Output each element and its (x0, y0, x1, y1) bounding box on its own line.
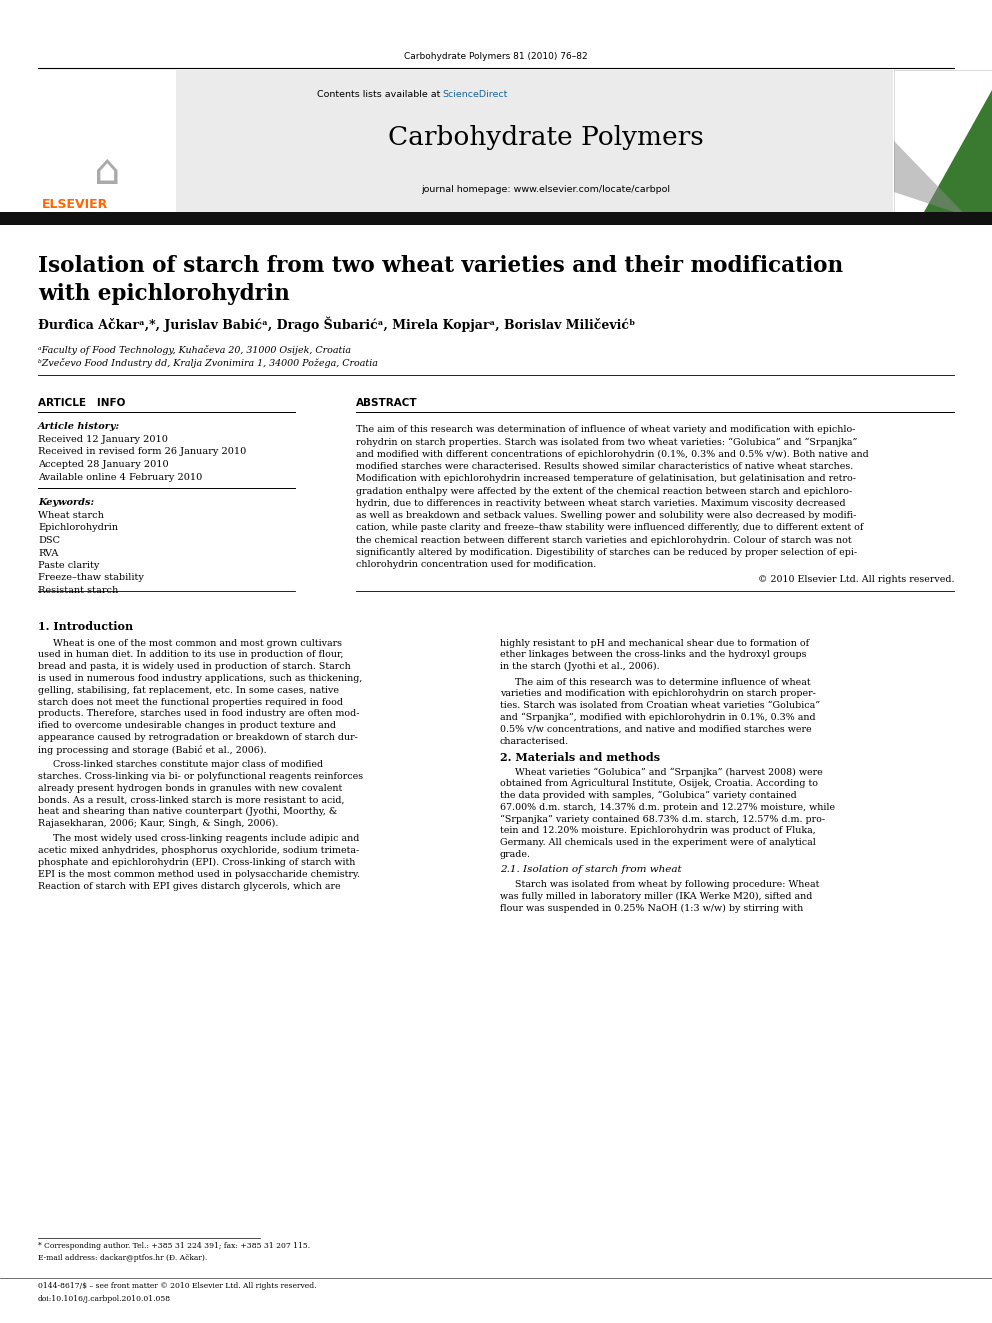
Text: ether linkages between the cross-links and the hydroxyl groups: ether linkages between the cross-links a… (500, 651, 806, 659)
Text: ified to overcome undesirable changes in product texture and: ified to overcome undesirable changes in… (38, 721, 336, 730)
Text: ARTICLE   INFO: ARTICLE INFO (38, 398, 125, 407)
Text: 2. Materials and methods: 2. Materials and methods (500, 751, 660, 763)
Text: ᵃFaculty of Food Technology, Kuhačeva 20, 31000 Osijek, Croatia: ᵃFaculty of Food Technology, Kuhačeva 20… (38, 345, 351, 355)
Text: The aim of this research was determination of influence of wheat variety and mod: The aim of this research was determinati… (356, 425, 855, 434)
Text: the data provided with samples, “Golubica” variety contained: the data provided with samples, “Golubic… (500, 791, 797, 800)
Text: with epichlorohydrin: with epichlorohydrin (38, 283, 290, 306)
Text: Modification with epichlorohydrin increased temperature of gelatinisation, but g: Modification with epichlorohydrin increa… (356, 474, 856, 483)
Text: Rajasekharan, 2006; Kaur, Singh, & Singh, 2006).: Rajasekharan, 2006; Kaur, Singh, & Singh… (38, 819, 279, 828)
Text: gradation enthalpy were affected by the extent of the chemical reaction between : gradation enthalpy were affected by the … (356, 487, 852, 496)
Text: as well as breakdown and setback values. Swelling power and solubility were also: as well as breakdown and setback values.… (356, 511, 856, 520)
Bar (38, 70, 176, 212)
Text: DSC: DSC (38, 536, 60, 545)
Text: characterised.: characterised. (500, 737, 569, 746)
Text: journal homepage: www.elsevier.com/locate/carbpol: journal homepage: www.elsevier.com/locat… (421, 185, 671, 194)
Text: used in human diet. In addition to its use in production of flour,: used in human diet. In addition to its u… (38, 651, 343, 659)
Text: rohydrin on starch properties. Starch was isolated from two wheat varieties: “Go: rohydrin on starch properties. Starch wa… (356, 438, 857, 447)
Text: Starch was isolated from wheat by following procedure: Wheat: Starch was isolated from wheat by follow… (515, 881, 819, 889)
Text: Keywords:: Keywords: (38, 497, 94, 507)
Text: Carbohydrate Polymers: Carbohydrate Polymers (388, 124, 703, 149)
Text: is used in numerous food industry applications, such as thickening,: is used in numerous food industry applic… (38, 673, 362, 683)
Text: Received in revised form 26 January 2010: Received in revised form 26 January 2010 (38, 447, 246, 456)
Text: “Srpanjka” variety contained 68.73% d.m. starch, 12.57% d.m. pro-: “Srpanjka” variety contained 68.73% d.m.… (500, 815, 825, 824)
Text: 67.00% d.m. starch, 14.37% d.m. protein and 12.27% moisture, while: 67.00% d.m. starch, 14.37% d.m. protein … (500, 803, 835, 811)
Text: and modified with different concentrations of epichlorohydrin (0.1%, 0.3% and 0.: and modified with different concentratio… (356, 450, 869, 459)
Text: E-mail address: dackar@ptfos.hr (Đ. Ačkar).: E-mail address: dackar@ptfos.hr (Đ. Ačka… (38, 1254, 207, 1262)
Text: Reaction of starch with EPI gives distarch glycerols, which are: Reaction of starch with EPI gives distar… (38, 881, 340, 890)
Text: 0144-8617/$ – see front matter © 2010 Elsevier Ltd. All rights reserved.: 0144-8617/$ – see front matter © 2010 El… (38, 1282, 316, 1290)
Text: ScienceDirect: ScienceDirect (442, 90, 508, 99)
Text: Germany. All chemicals used in the experiment were of analytical: Germany. All chemicals used in the exper… (500, 837, 815, 847)
Text: appearance caused by retrogradation or breakdown of starch dur-: appearance caused by retrogradation or b… (38, 733, 358, 742)
Text: ᵇZvečevo Food Industry dd, Kralja Zvonimira 1, 34000 Požega, Croatia: ᵇZvečevo Food Industry dd, Kralja Zvonim… (38, 359, 378, 368)
Text: Wheat starch: Wheat starch (38, 511, 104, 520)
Bar (0, 212, 992, 225)
Text: Available online 4 February 2010: Available online 4 February 2010 (38, 472, 202, 482)
Text: and “Srpanjka”, modified with epichlorohydrin in 0.1%, 0.3% and: and “Srpanjka”, modified with epichloroh… (500, 713, 815, 722)
Text: RVA: RVA (38, 549, 59, 557)
Text: Cross-linked starches constitute major class of modified: Cross-linked starches constitute major c… (53, 761, 323, 769)
Text: 1. Introduction: 1. Introduction (38, 620, 133, 631)
Text: Received 12 January 2010: Received 12 January 2010 (38, 435, 168, 445)
Text: Carbohydrate
Polymers: Carbohydrate Polymers (914, 105, 972, 122)
Text: acetic mixed anhydrides, phosphorus oxychloride, sodium trimeta-: acetic mixed anhydrides, phosphorus oxyc… (38, 847, 359, 855)
Text: The most widely used cross-linking reagents include adipic and: The most widely used cross-linking reage… (53, 835, 359, 844)
Text: Carbohydrate Polymers 81 (2010) 76–82: Carbohydrate Polymers 81 (2010) 76–82 (404, 52, 588, 61)
Text: varieties and modification with epichlorohydrin on starch proper-: varieties and modification with epichlor… (500, 689, 815, 699)
Text: ing processing and storage (Babić et al., 2006).: ing processing and storage (Babić et al.… (38, 745, 267, 755)
Text: Accepted 28 January 2010: Accepted 28 January 2010 (38, 460, 169, 468)
Text: Paste clarity: Paste clarity (38, 561, 99, 570)
Text: highly resistant to pH and mechanical shear due to formation of: highly resistant to pH and mechanical sh… (500, 639, 809, 647)
Text: was fully milled in laboratory miller (IKA Werke M20), sifted and: was fully milled in laboratory miller (I… (500, 892, 812, 901)
Text: ELSEVIER: ELSEVIER (42, 198, 108, 210)
Text: 0.5% v/w concentrations, and native and modified starches were: 0.5% v/w concentrations, and native and … (500, 725, 811, 734)
Text: EPI is the most common method used in polysaccharide chemistry.: EPI is the most common method used in po… (38, 871, 360, 878)
Text: starches. Cross-linking via bi- or polyfunctional reagents reinforces: starches. Cross-linking via bi- or polyf… (38, 771, 363, 781)
Text: obtained from Agricultural Institute, Osijek, Croatia. According to: obtained from Agricultural Institute, Os… (500, 779, 818, 789)
Text: cation, while paste clarity and freeze–thaw stability were influenced differentl: cation, while paste clarity and freeze–t… (356, 524, 863, 532)
Text: ABSTRACT: ABSTRACT (356, 398, 418, 407)
Text: 2.1. Isolation of starch from wheat: 2.1. Isolation of starch from wheat (500, 865, 682, 875)
Text: bonds. As a result, cross-linked starch is more resistant to acid,: bonds. As a result, cross-linked starch … (38, 795, 344, 804)
Text: The aim of this research was to determine influence of wheat: The aim of this research was to determin… (515, 677, 810, 687)
Bar (894, 70, 992, 212)
Text: modified starches were characterised. Results showed similar characteristics of : modified starches were characterised. Re… (356, 462, 853, 471)
Text: doi:10.1016/j.carbpol.2010.01.058: doi:10.1016/j.carbpol.2010.01.058 (38, 1295, 172, 1303)
Text: products. Therefore, starches used in food industry are often mod-: products. Therefore, starches used in fo… (38, 709, 359, 718)
Text: in the starch (Jyothi et al., 2006).: in the starch (Jyothi et al., 2006). (500, 663, 660, 671)
Text: flour was suspended in 0.25% NaOH (1:3 w/w) by stirring with: flour was suspended in 0.25% NaOH (1:3 w… (500, 904, 804, 913)
Text: Freeze–thaw stability: Freeze–thaw stability (38, 573, 144, 582)
Text: heat and shearing than native counterpart (Jyothi, Moorthy, &: heat and shearing than native counterpar… (38, 807, 337, 816)
Text: * Corresponding author. Tel.: +385 31 224 391; fax: +385 31 207 115.: * Corresponding author. Tel.: +385 31 22… (38, 1242, 310, 1250)
Text: the chemical reaction between different starch varieties and epichlorohydrin. Co: the chemical reaction between different … (356, 536, 851, 545)
Text: Đurđica Ačkarᵃ,*, Jurislav Babićᵃ, Drago Šubarićᵃ, Mirela Kopjarᵃ, Borislav Mili: Đurđica Ačkarᵃ,*, Jurislav Babićᵃ, Drago… (38, 316, 635, 332)
Text: Resistant starch: Resistant starch (38, 586, 118, 595)
Text: gelling, stabilising, fat replacement, etc. In some cases, native: gelling, stabilising, fat replacement, e… (38, 685, 339, 695)
Polygon shape (894, 142, 962, 212)
Text: grade.: grade. (500, 849, 531, 859)
Text: © 2010 Elsevier Ltd. All rights reserved.: © 2010 Elsevier Ltd. All rights reserved… (758, 574, 954, 583)
Bar (38, 70, 893, 212)
Text: chlorohydrin concentration used for modification.: chlorohydrin concentration used for modi… (356, 561, 596, 569)
Text: Article history:: Article history: (38, 422, 120, 431)
Text: phosphate and epichlorohydrin (EPI). Cross-linking of starch with: phosphate and epichlorohydrin (EPI). Cro… (38, 859, 355, 867)
Text: significantly altered by modification. Digestibility of starches can be reduced : significantly altered by modification. D… (356, 548, 857, 557)
Text: Isolation of starch from two wheat varieties and their modification: Isolation of starch from two wheat varie… (38, 255, 843, 277)
Text: ⌂: ⌂ (94, 151, 120, 193)
Text: tein and 12.20% moisture. Epichlorohydrin was product of Fluka,: tein and 12.20% moisture. Epichlorohydri… (500, 827, 815, 835)
Text: starch does not meet the functional properties required in food: starch does not meet the functional prop… (38, 697, 343, 706)
Text: hydrin, due to differences in reactivity between wheat starch varieties. Maximum: hydrin, due to differences in reactivity… (356, 499, 845, 508)
Text: Epichlorohydrin: Epichlorohydrin (38, 524, 118, 532)
Text: already present hydrogen bonds in granules with new covalent: already present hydrogen bonds in granul… (38, 783, 342, 792)
Polygon shape (894, 90, 992, 212)
Text: Contents lists available at: Contents lists available at (317, 90, 443, 99)
Text: Wheat varieties “Golubica” and “Srpanjka” (harvest 2008) were: Wheat varieties “Golubica” and “Srpanjka… (515, 767, 822, 777)
Text: Wheat is one of the most common and most grown cultivars: Wheat is one of the most common and most… (53, 639, 342, 647)
Text: ties. Starch was isolated from Croatian wheat varieties “Golubica”: ties. Starch was isolated from Croatian … (500, 701, 820, 710)
Text: bread and pasta, it is widely used in production of starch. Starch: bread and pasta, it is widely used in pr… (38, 663, 351, 671)
